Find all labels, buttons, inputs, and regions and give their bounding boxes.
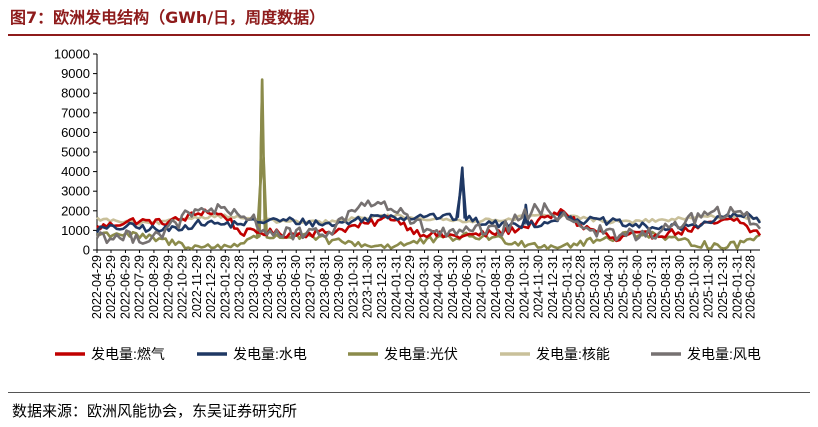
x-tick-label: 2024-01-31 [390, 255, 404, 319]
x-tick-label: 2026-01-31 [731, 255, 745, 319]
legend-label-3: 发电量:光伏 [384, 346, 458, 362]
x-tick-label: 2023-04-30 [261, 255, 275, 319]
x-tick-label: 2023-02-28 [232, 255, 246, 319]
x-tick-label: 2024-04-30 [432, 255, 446, 319]
y-tick-label: 4000 [61, 164, 90, 179]
x-tick-label: 2022-12-29 [204, 255, 218, 319]
x-tick-label: 2022-10-29 [175, 255, 189, 319]
x-tick-label: 2024-09-30 [503, 255, 517, 319]
x-tick-label: 2023-07-31 [304, 255, 318, 319]
x-tick-label: 2023-01-29 [218, 255, 232, 319]
y-tick-label: 7000 [61, 105, 90, 120]
series-line-3 [96, 156, 761, 251]
legend-label-4: 发电量:核能 [536, 346, 610, 362]
x-tick-label: 2024-05-31 [446, 255, 460, 319]
x-tick-label: 2025-07-31 [645, 255, 659, 319]
source-note: 数据来源：欧洲风能协会，东吴证券研究所 [12, 402, 298, 420]
y-tick-label: 2000 [61, 203, 90, 218]
x-tick-label: 2024-06-30 [460, 255, 474, 319]
y-tick-label: 6000 [61, 125, 90, 140]
y-tick-label: 5000 [61, 145, 90, 160]
x-tick-label: 2024-12-31 [546, 255, 560, 319]
x-tick-label: 2023-11-30 [361, 255, 375, 318]
x-tick-label: 2022-11-29 [190, 255, 204, 318]
series-lines [95, 78, 762, 251]
legend-label-5: 发电量:风电 [687, 346, 761, 362]
x-tick-label: 2022-09-29 [161, 255, 175, 319]
x-tick-label: 2023-08-31 [318, 255, 332, 319]
x-tick-label: 2024-03-31 [418, 255, 432, 319]
x-tick-label: 2024-11-30 [531, 255, 545, 318]
x-tick-label: 2025-06-30 [630, 255, 644, 319]
x-tick-label: 2025-02-28 [573, 255, 587, 319]
x-tick-label: 2024-02-29 [403, 255, 417, 319]
x-tick-label: 2023-10-31 [347, 255, 361, 319]
x-tick-label: 2025-12-31 [716, 255, 730, 319]
x-tick-label: 2026-02-28 [744, 255, 758, 319]
x-tick-label: 2025-11-30 [702, 255, 716, 318]
y-tick-label: 8000 [61, 86, 90, 101]
y-tick-label: 3000 [61, 184, 90, 199]
source-rule [8, 392, 810, 393]
x-tick-label: 2022-04-29 [90, 255, 104, 319]
y-tick-label: 1000 [61, 223, 90, 238]
x-tick-label: 2024-08-31 [489, 255, 503, 319]
series-line-5 [95, 199, 762, 245]
axes: 0 1000 2000 3000 4000 5000 6000 7000 8000 9000 100… [54, 47, 760, 319]
x-tick-label: 2024-07-31 [474, 255, 488, 319]
series-peak-2 [456, 166, 466, 219]
y-tick-label: 10000 [54, 47, 90, 62]
x-tick-label: 2024-10-31 [517, 255, 531, 319]
legend: 发电量:燃气 发电量:水电 发电量:光伏 发电量:核能 发电量:风电 [55, 346, 761, 362]
x-tick-label: 2025-09-30 [673, 255, 687, 319]
x-tick-label: 2023-05-31 [275, 255, 289, 319]
x-tick-label: 2025-03-31 [588, 255, 602, 319]
title-rule [8, 34, 810, 36]
y-tick-label: 0 [83, 243, 90, 258]
x-tick-label: 2023-06-30 [289, 255, 303, 319]
x-tick-label: 2023-09-30 [332, 255, 346, 319]
x-tick-label: 2022-07-29 [132, 255, 146, 319]
x-tick-label: 2025-04-30 [602, 255, 616, 319]
series-line-2 [95, 176, 762, 234]
legend-label-1: 发电量:燃气 [91, 346, 165, 362]
x-tick-label: 2023-12-31 [375, 255, 389, 319]
series-peak-3 [258, 78, 267, 237]
x-tick-label: 2022-06-29 [118, 255, 132, 319]
x-tick-label: 2023-03-31 [247, 255, 261, 319]
x-tick-label: 2025-08-31 [659, 255, 673, 319]
x-tick-label: 2022-08-29 [147, 255, 161, 319]
chart-title: 图7：欧洲发电结构（GWh/日，周度数据） [10, 8, 326, 27]
power-generation-chart: 0 1000 2000 3000 4000 5000 6000 7000 8000 9000 100… [54, 47, 762, 362]
series-line-4 [96, 213, 761, 226]
x-tick-label: 2025-10-31 [688, 255, 702, 319]
y-tick-label: 9000 [61, 66, 90, 81]
x-tick-label: 2025-05-31 [616, 255, 630, 319]
legend-label-2: 发电量:水电 [233, 346, 307, 362]
x-tick-label: 2022-05-29 [104, 255, 118, 319]
x-tick-label: 2025-01-31 [560, 255, 574, 319]
